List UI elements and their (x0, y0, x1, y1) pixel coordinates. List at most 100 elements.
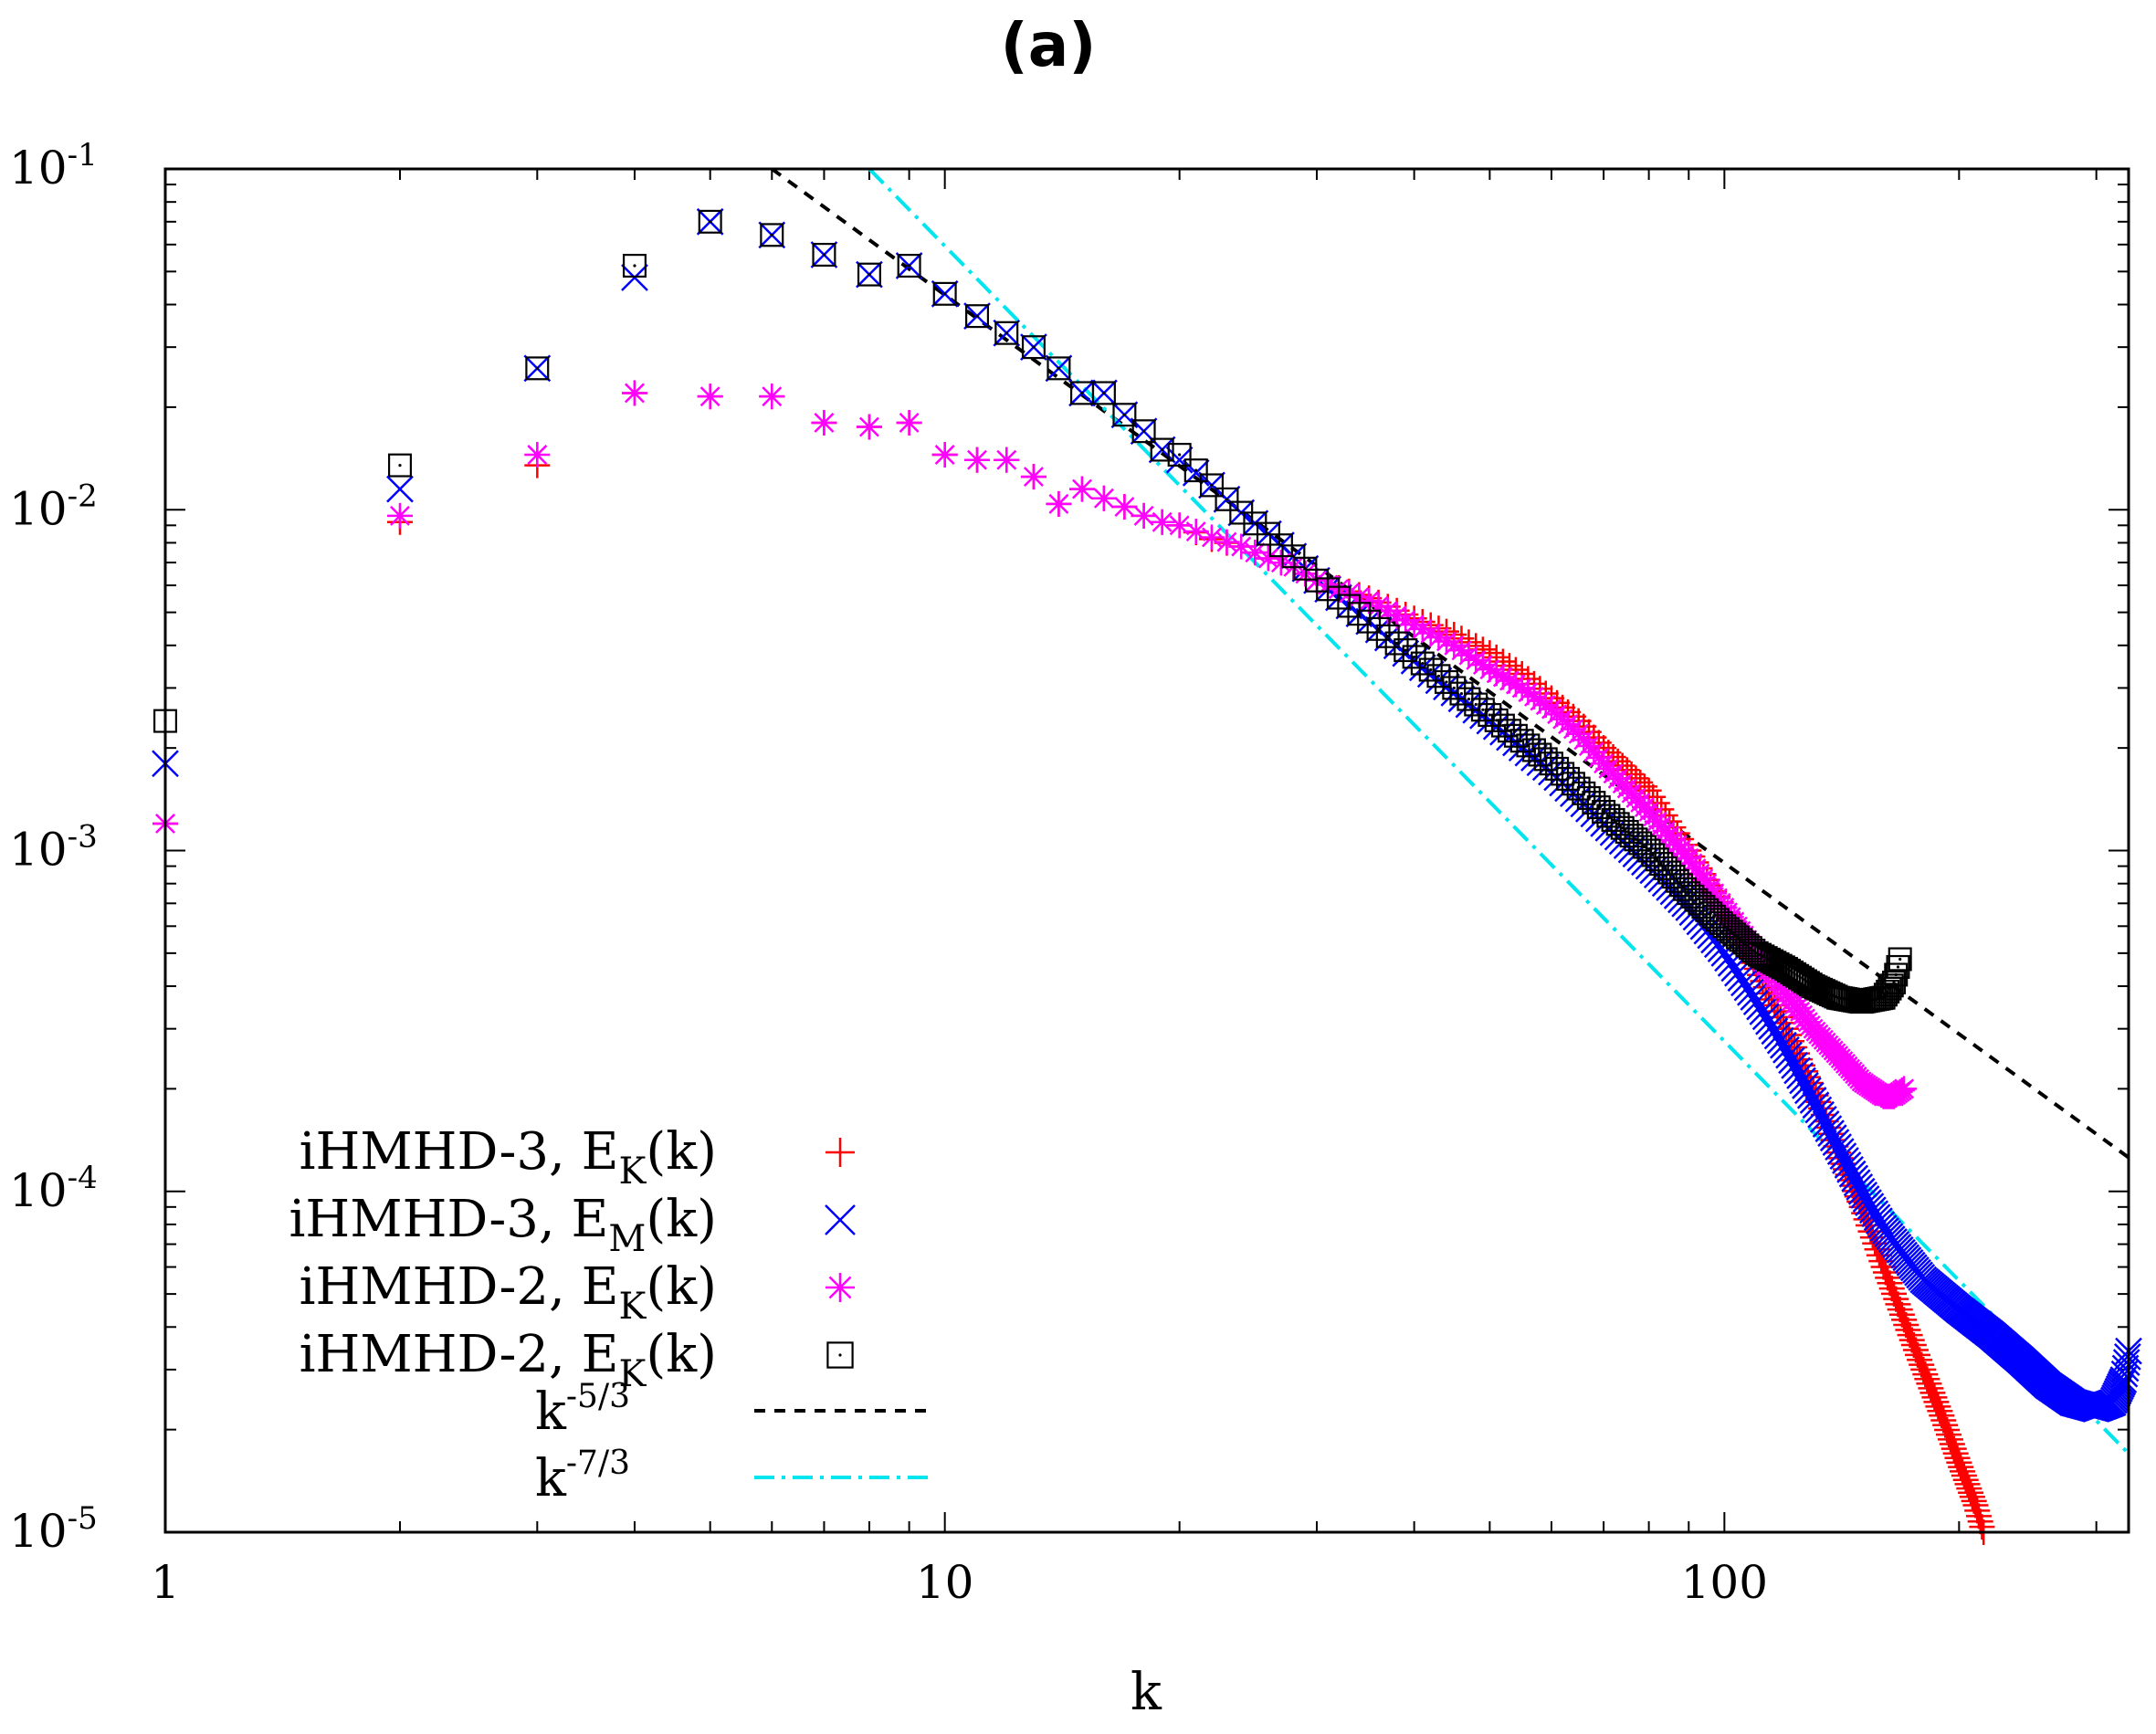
legend-ref-base: k (535, 1449, 567, 1508)
data-point (1964, 1498, 1991, 1524)
data-point (1131, 502, 1157, 529)
data-point (1829, 1142, 1857, 1170)
data-point (1807, 1100, 1835, 1129)
y-tick-base: 10 (9, 142, 68, 194)
y-tick-exp: -3 (68, 819, 98, 856)
data-point (1766, 1026, 1794, 1055)
data-point (1131, 419, 1156, 444)
data-point (1898, 1327, 1925, 1353)
data-point (621, 380, 647, 406)
series-square (153, 209, 1912, 1014)
x-tick-label: 1 (151, 1556, 180, 1609)
data-point (1636, 838, 1661, 863)
data-point (1876, 979, 1900, 1004)
data-point (1814, 1115, 1843, 1143)
data-point (811, 409, 837, 436)
data-point (1433, 628, 1459, 655)
data-point (1902, 1337, 1929, 1363)
legend-label-main: iHMHD-3, E (300, 1122, 619, 1182)
legend: iHMHD-3, EK(k)iHMHD-3, EM(k)iHMHD-2, EK(… (289, 1122, 928, 1508)
data-point (1967, 1508, 1993, 1535)
data-point (1834, 1151, 1862, 1179)
legend-label-main: iHMHD-3, E (289, 1190, 609, 1249)
data-point (1809, 1106, 1837, 1133)
data-point (1965, 1503, 1992, 1529)
y-tick-exp: -1 (68, 137, 98, 173)
data-point (697, 384, 723, 410)
legend-label: iHMHD-2, EK(k) (300, 1257, 717, 1328)
y-tick-label: 10-4 (9, 1160, 98, 1217)
data-point (1804, 1096, 1833, 1124)
data-point (1046, 356, 1071, 381)
data-point (1793, 1077, 1822, 1105)
data-point (1763, 1022, 1792, 1050)
legend-marker (825, 1204, 856, 1235)
data-point (1198, 524, 1225, 551)
legend-label: iHMHD-2, EK(k) (300, 1325, 717, 1395)
data-point (1165, 446, 1194, 474)
data-point (1758, 1013, 1786, 1040)
data-point (1426, 664, 1451, 688)
data-point (1832, 1147, 1859, 1174)
series-star (152, 380, 1918, 1109)
data-point (994, 321, 1019, 345)
data-point (1836, 1155, 1864, 1183)
data-point (1826, 1138, 1855, 1166)
data-point (1792, 1072, 1819, 1099)
data-point (896, 409, 922, 436)
x-tick-labels: 1 10 100 (151, 1556, 1768, 1609)
data-point (1046, 490, 1072, 517)
data-point (1796, 1081, 1825, 1109)
data-point (1255, 545, 1281, 572)
y-tick-label: 10-2 (9, 478, 98, 535)
data-point (1893, 1311, 1919, 1338)
legend-ref-exp: -7/3 (566, 1445, 630, 1482)
data-point (2112, 1349, 2140, 1377)
data-point (1822, 1129, 1850, 1157)
data-point (1843, 1169, 1871, 1197)
reference-lines (771, 167, 2130, 1456)
plot-frame (163, 167, 2130, 1534)
y-tick-base: 10 (9, 1164, 68, 1217)
data-point (994, 447, 1020, 473)
data-point (1069, 476, 1096, 502)
legend-ref-base: k (535, 1382, 567, 1442)
data-point (1878, 1276, 1905, 1302)
data-point (1761, 1017, 1789, 1046)
data-point (1887, 1297, 1913, 1323)
data-point (1841, 1164, 1869, 1193)
legend-label: iHMHD-3, EM(k) (289, 1190, 718, 1260)
data-point (812, 242, 836, 267)
x-tick-label: 10 (916, 1556, 974, 1609)
data-point (1877, 1270, 1903, 1297)
data-point (1897, 1322, 1923, 1349)
data-point (1649, 852, 1674, 877)
data-point (1150, 437, 1174, 462)
y-tick-label: 10-5 (9, 1500, 98, 1558)
data-point (1962, 1492, 1989, 1519)
y-tick-label: 10-3 (9, 819, 98, 877)
data-point (386, 502, 413, 529)
data-point (1891, 1307, 1918, 1333)
y-tick-label: 10-1 (9, 137, 98, 194)
legend-label: k-5/3 (535, 1378, 630, 1442)
data-point (1375, 624, 1400, 648)
data-point (1020, 464, 1046, 490)
data-point (965, 304, 990, 329)
data-point (1883, 1286, 1909, 1312)
data-point (1817, 1119, 1845, 1148)
legend-label-tail: (k) (646, 1257, 717, 1317)
legend-ref-exp: -5/3 (566, 1378, 630, 1415)
data-point (1875, 1265, 1901, 1291)
data-point (964, 447, 991, 473)
data-point (525, 356, 550, 381)
legend-label-main: iHMHD-2, E (300, 1325, 619, 1384)
data-point (1891, 1076, 1918, 1102)
legend-label-sub: K (618, 1286, 647, 1328)
data-point (1463, 646, 1489, 673)
x-tick-label: 100 (1681, 1556, 1768, 1609)
data-point (1112, 403, 1137, 427)
data-point (897, 254, 921, 278)
data-point (1091, 381, 1116, 405)
